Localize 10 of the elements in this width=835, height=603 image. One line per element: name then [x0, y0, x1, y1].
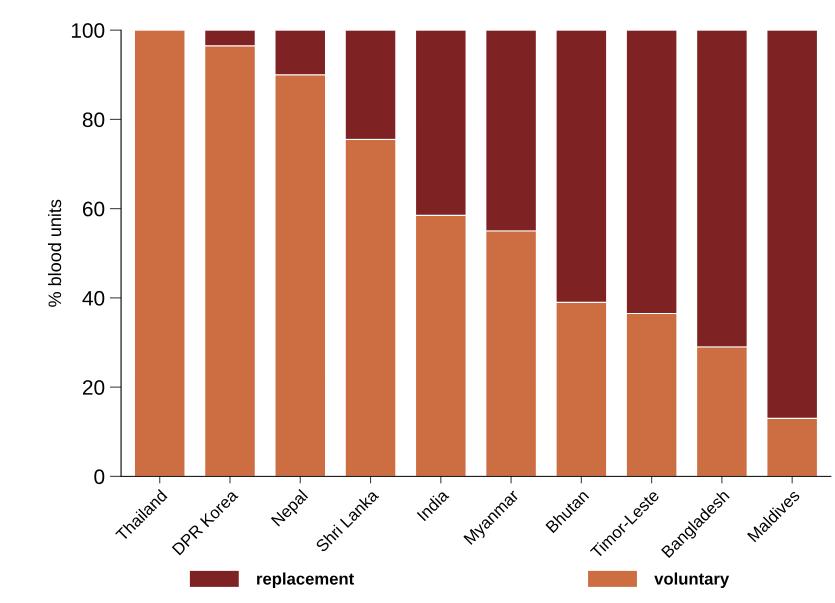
y-tick-label: 0 — [94, 469, 104, 484]
y-tick-label: 80 — [82, 112, 104, 128]
y-tick-label: 60 — [82, 202, 104, 216]
bar — [134, 30, 186, 476]
legend-label: replacement — [257, 572, 354, 588]
y-tick-label: 20 — [82, 380, 104, 395]
y-tick-label: 100 — [72, 23, 104, 38]
y-axis-title: % blood units — [48, 200, 62, 307]
legend-label: voluntary — [654, 572, 730, 588]
y-tick-label: 40 — [82, 290, 104, 306]
